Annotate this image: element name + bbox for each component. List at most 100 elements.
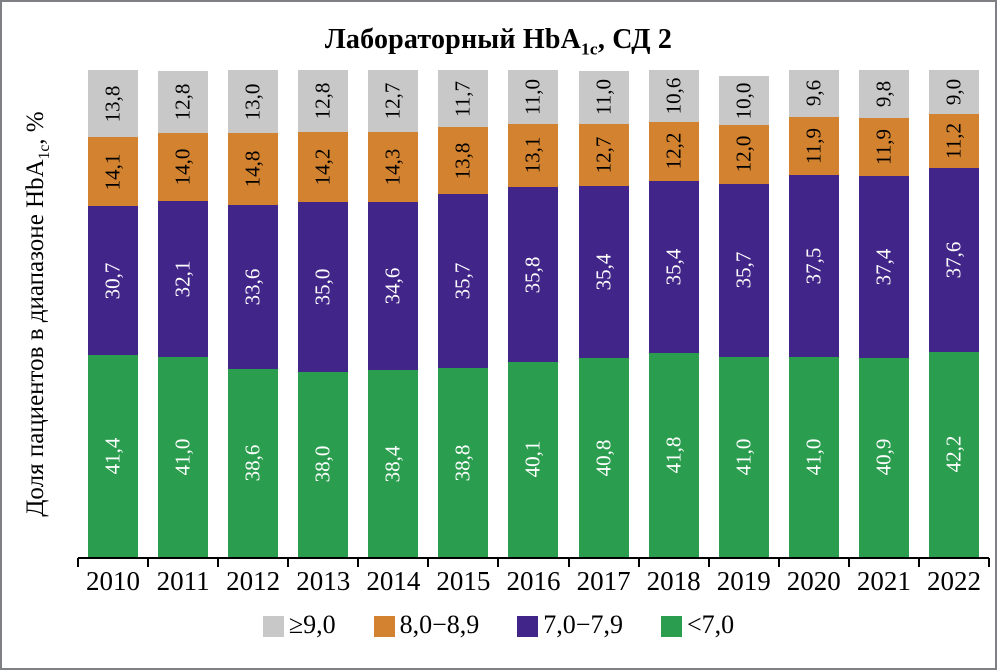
bar-segment: 35,7 (438, 194, 489, 369)
x-tick-label-2018: 2018 (646, 566, 701, 596)
x-tick-label-2022: 2022 (926, 566, 981, 596)
segment-value-label: 38,0 (310, 446, 335, 483)
segment-value-label: 35,4 (591, 253, 616, 291)
segment-value-label: 9,8 (871, 80, 896, 108)
segment-value-label: 41,4 (100, 437, 125, 475)
x-tick-label-2016: 2016 (506, 566, 561, 596)
segment-value-label: 12,7 (380, 82, 405, 120)
bar-segment: 9,6 (788, 70, 839, 117)
bar-2016: 40,1 35,8 13,1 11,0 (508, 70, 559, 557)
bar-segment: 12,8 (158, 70, 209, 133)
bar-group-2010: 41,4 30,7 14,1 13,8 (78, 70, 148, 557)
x-tick (567, 558, 570, 567)
bar-2012: 38,6 33,6 14,8 13,0 (228, 70, 279, 557)
bar-segment: 12,7 (368, 70, 419, 132)
x-tick (777, 558, 780, 567)
bar-segment: 37,5 (788, 174, 839, 358)
bar-segment: 10,6 (648, 70, 699, 122)
segment-value-label: 10,0 (731, 82, 756, 120)
legend-item-3: <7,0 (660, 610, 735, 640)
bar-segment: 11,2 (928, 113, 979, 169)
bar-segment: 11,7 (438, 70, 489, 127)
segment-value-label: 40,8 (591, 439, 616, 477)
bar-segment: 38,4 (368, 370, 419, 557)
legend-swatch (373, 615, 395, 637)
segment-value-label: 37,4 (871, 248, 896, 286)
bar-2021: 40,9 37,4 11,9 9,8 (858, 70, 909, 557)
segment-value-label: 14,8 (240, 151, 265, 188)
segment-value-label: 35,8 (520, 256, 545, 293)
legend-label: 7,0−7,9 (543, 610, 623, 639)
bar-group-2014: 38,4 34,6 14,3 12,7 (358, 70, 428, 557)
x-axis-line (78, 557, 989, 559)
segment-value-label: 11,2 (941, 123, 966, 160)
segment-value-label: 14,3 (380, 148, 405, 186)
x-axis-labels: 2010 2011 2012 2013 2014 2015 2016 2017 2018 2019… (78, 566, 989, 598)
segment-value-label: 35,4 (661, 248, 686, 286)
segment-value-label: 35,7 (450, 262, 475, 300)
segment-value-label: 38,8 (450, 444, 475, 481)
bar-segment: 9,8 (858, 70, 909, 118)
segment-value-label: 42,2 (941, 435, 966, 473)
legend-label: 8,0−8,9 (399, 610, 480, 639)
segment-value-label: 40,9 (871, 439, 896, 476)
bar-segment: 42,2 (928, 351, 979, 557)
bar-segment: 12,0 (718, 125, 769, 184)
x-tick (637, 558, 640, 567)
legend-label: <7,0 (686, 610, 735, 639)
x-tick (427, 558, 430, 567)
segment-value-label: 37,6 (941, 241, 966, 279)
bar-segment: 14,1 (88, 137, 139, 206)
bar-segment: 13,8 (88, 70, 139, 138)
legend-swatch (262, 615, 284, 637)
segment-value-label: 35,0 (310, 268, 335, 306)
x-tick-label-2015: 2015 (436, 566, 491, 596)
chart-title: Лабораторный HbA1c, СД 2 (2, 24, 995, 59)
bar-2018: 41,8 35,4 12,2 10,6 (648, 70, 699, 557)
legend-item-0: ≥9,0 (262, 610, 336, 640)
bar-segment: 13,0 (228, 70, 279, 134)
bar-segment: 35,8 (508, 187, 559, 362)
segment-value-label: 11,0 (520, 78, 545, 115)
bar-2017: 40,8 35,4 12,7 11,0 (578, 70, 629, 557)
legend-swatch (517, 615, 539, 637)
x-tick (707, 558, 710, 567)
segment-value-label: 30,7 (100, 262, 125, 300)
legend-swatch (660, 615, 682, 637)
bar-2010: 41,4 30,7 14,1 13,8 (88, 70, 139, 557)
x-tick (217, 558, 220, 567)
bar-segment: 35,4 (578, 185, 629, 359)
segment-value-label: 11,7 (450, 80, 475, 117)
bar-segment: 41,0 (788, 357, 839, 557)
bar-2020: 41,0 37,5 11,9 9,6 (788, 70, 839, 557)
bar-segment: 12,8 (298, 70, 349, 133)
chart-title-text: Лабораторный HbA (324, 24, 582, 55)
bar-segment: 13,8 (438, 127, 489, 195)
bar-group-2015: 38,8 35,7 13,8 11,7 (428, 70, 498, 557)
bar-group-2018: 41,8 35,4 12,2 10,6 (639, 70, 709, 557)
x-tick-label-2017: 2017 (576, 566, 631, 596)
segment-value-label: 14,2 (310, 148, 335, 186)
bar-segment: 14,3 (368, 131, 419, 202)
bar-segment: 37,6 (928, 168, 979, 352)
segment-value-label: 13,8 (450, 142, 475, 179)
segment-value-label: 12,0 (731, 135, 756, 173)
segment-value-label: 12,7 (591, 136, 616, 174)
bar-2022: 42,2 37,6 11,2 9,0 (928, 70, 979, 557)
bar-group-2016: 40,1 35,8 13,1 11,0 (498, 70, 568, 557)
segment-value-label: 9,6 (801, 80, 826, 107)
segment-value-label: 37,5 (801, 247, 826, 285)
bar-group-2022: 42,2 37,6 11,2 9,0 (919, 70, 989, 557)
bar-segment: 41,0 (718, 357, 769, 557)
bar-segment: 41,4 (88, 355, 139, 557)
x-tick (77, 558, 79, 567)
x-tick (917, 558, 920, 567)
chart-title-subscript: 1c (581, 39, 598, 59)
segment-value-label: 12,8 (170, 83, 195, 121)
bar-segment: 13,1 (508, 123, 559, 188)
segment-value-label: 13,1 (520, 137, 545, 174)
x-tick-label-2010: 2010 (86, 566, 141, 596)
segment-value-label: 14,0 (170, 148, 195, 186)
x-tick-label-2021: 2021 (856, 566, 911, 596)
